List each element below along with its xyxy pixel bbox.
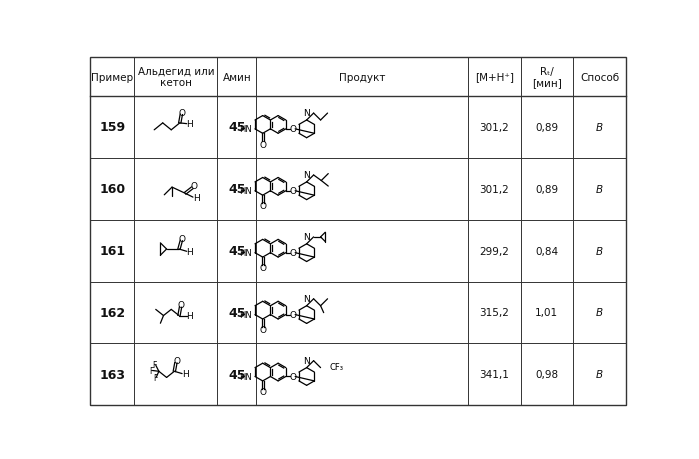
Text: 0,84: 0,84 bbox=[535, 246, 559, 256]
Text: O: O bbox=[259, 140, 266, 149]
Text: Пример: Пример bbox=[92, 73, 134, 82]
Text: 162: 162 bbox=[99, 306, 126, 319]
Text: O: O bbox=[259, 387, 266, 396]
Text: O: O bbox=[289, 125, 296, 134]
Text: HN: HN bbox=[239, 125, 252, 134]
Text: HN: HN bbox=[239, 249, 252, 257]
Text: O: O bbox=[259, 264, 266, 273]
Text: H: H bbox=[182, 369, 189, 378]
Text: O: O bbox=[178, 108, 186, 118]
Text: H: H bbox=[187, 120, 193, 129]
Text: 299,2: 299,2 bbox=[480, 246, 509, 256]
Text: O: O bbox=[190, 182, 197, 190]
Text: O: O bbox=[289, 249, 296, 257]
Text: H: H bbox=[193, 193, 199, 202]
Text: Амин: Амин bbox=[222, 73, 252, 82]
Text: B: B bbox=[596, 123, 603, 133]
Text: N: N bbox=[303, 170, 310, 179]
Text: HN: HN bbox=[239, 187, 252, 196]
Text: N: N bbox=[303, 109, 310, 118]
Text: HN: HN bbox=[239, 310, 252, 319]
Text: CF₃: CF₃ bbox=[330, 362, 344, 371]
Text: 45: 45 bbox=[228, 121, 245, 134]
Text: O: O bbox=[173, 356, 180, 365]
Text: N: N bbox=[303, 232, 310, 241]
Text: 45: 45 bbox=[228, 183, 245, 196]
Text: Продукт: Продукт bbox=[339, 73, 385, 82]
Text: B: B bbox=[596, 246, 603, 256]
Text: 0,98: 0,98 bbox=[535, 369, 559, 380]
Text: 161: 161 bbox=[99, 245, 126, 257]
Text: O: O bbox=[178, 234, 186, 243]
Text: [M+H⁺]: [M+H⁺] bbox=[475, 73, 514, 82]
Text: N: N bbox=[303, 294, 310, 303]
Text: 0,89: 0,89 bbox=[535, 184, 559, 194]
Text: 45: 45 bbox=[228, 245, 245, 257]
Text: H: H bbox=[187, 311, 193, 320]
Text: H: H bbox=[187, 247, 193, 256]
Text: 160: 160 bbox=[99, 183, 126, 196]
Text: O: O bbox=[259, 202, 266, 211]
Text: 45: 45 bbox=[228, 306, 245, 319]
Text: 163: 163 bbox=[99, 368, 125, 381]
Text: F: F bbox=[154, 373, 158, 382]
Text: HN: HN bbox=[239, 372, 252, 381]
Text: B: B bbox=[596, 369, 603, 380]
Text: F: F bbox=[149, 366, 153, 375]
Text: 301,2: 301,2 bbox=[480, 123, 509, 133]
Text: N: N bbox=[303, 356, 310, 365]
Text: B: B bbox=[596, 184, 603, 194]
Text: 0,89: 0,89 bbox=[535, 123, 559, 133]
Text: O: O bbox=[259, 325, 266, 335]
Text: Способ: Способ bbox=[580, 73, 619, 82]
Text: O: O bbox=[289, 187, 296, 196]
Text: 1,01: 1,01 bbox=[535, 308, 559, 318]
Text: O: O bbox=[289, 372, 296, 381]
Text: 45: 45 bbox=[228, 368, 245, 381]
Text: Альдегид или
кетон: Альдегид или кетон bbox=[138, 67, 214, 88]
Text: O: O bbox=[178, 301, 185, 309]
Text: 341,1: 341,1 bbox=[480, 369, 509, 380]
Text: O: O bbox=[289, 310, 296, 319]
Text: 159: 159 bbox=[99, 121, 126, 134]
Text: Rₜ/
[мин]: Rₜ/ [мин] bbox=[532, 67, 562, 88]
Text: 315,2: 315,2 bbox=[480, 308, 509, 318]
Text: B: B bbox=[596, 308, 603, 318]
Text: 301,2: 301,2 bbox=[480, 184, 509, 194]
Text: F: F bbox=[152, 360, 157, 369]
